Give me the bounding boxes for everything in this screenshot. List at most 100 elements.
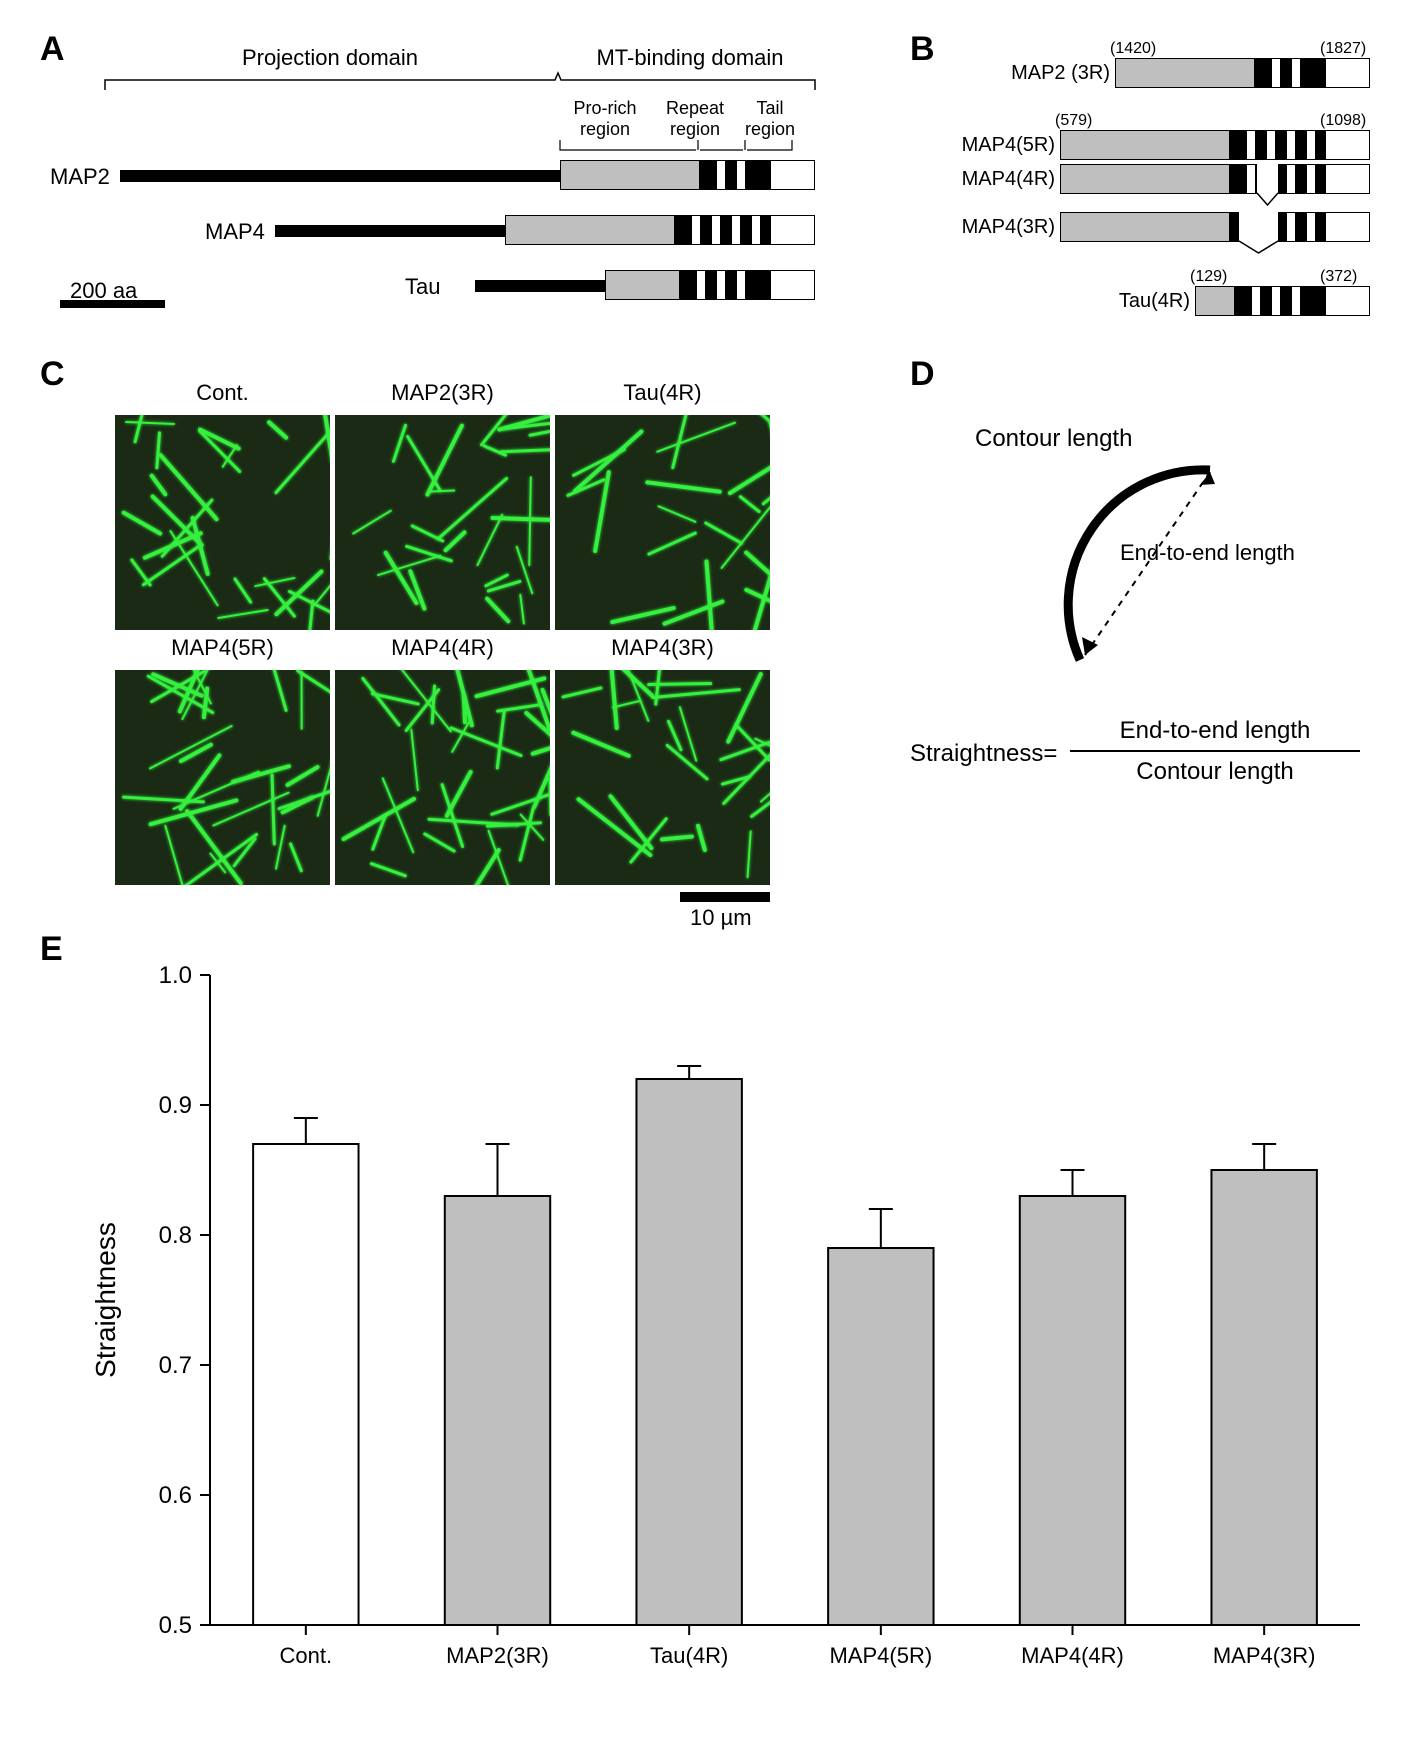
tail-region bbox=[1325, 212, 1370, 242]
figure: A B C D E Projection domain MT-binding d… bbox=[20, 20, 1396, 1719]
start-coord: (129) bbox=[1190, 268, 1227, 286]
region-bracket bbox=[558, 138, 818, 158]
fiber bbox=[738, 495, 761, 514]
repeat-label: Repeat region bbox=[655, 98, 735, 140]
svg-text:MAP2(3R): MAP2(3R) bbox=[446, 1643, 549, 1668]
fiber bbox=[273, 569, 323, 617]
fiber bbox=[410, 524, 445, 543]
fiber bbox=[130, 558, 152, 587]
formula-lhs: Straightness= bbox=[910, 740, 1057, 768]
svg-text:0.8: 0.8 bbox=[159, 1222, 192, 1249]
fragment-map45r: (579)(1098)MAP4(5R) bbox=[950, 112, 1370, 167]
fiber bbox=[155, 432, 161, 470]
fiber bbox=[352, 509, 393, 535]
fiber bbox=[275, 825, 287, 871]
fiber bbox=[121, 510, 162, 536]
repeat-region bbox=[1230, 164, 1325, 194]
micro-title: Cont. bbox=[115, 380, 330, 410]
panel-label-a: A bbox=[40, 30, 65, 69]
fiber bbox=[217, 608, 268, 618]
fiber bbox=[571, 730, 632, 759]
fiber bbox=[645, 480, 722, 494]
fiber bbox=[436, 477, 509, 542]
protein-name: MAP2 bbox=[50, 164, 110, 190]
repeat-region bbox=[1255, 58, 1325, 88]
fiber bbox=[423, 832, 456, 853]
fragment-name: MAP2 (3R) bbox=[1005, 62, 1110, 85]
fiber bbox=[727, 448, 770, 495]
protein-name: Tau bbox=[405, 274, 440, 300]
domain-bracket bbox=[100, 70, 820, 95]
end-coord: (1098) bbox=[1320, 112, 1366, 130]
fragment-name: MAP4(4R) bbox=[950, 168, 1055, 191]
fiber bbox=[646, 531, 697, 556]
pro-rich-region bbox=[605, 270, 680, 300]
micrograph bbox=[335, 670, 550, 885]
pro-rich-region bbox=[505, 215, 675, 245]
fiber bbox=[531, 758, 550, 809]
fiber bbox=[496, 702, 543, 712]
tail-region bbox=[770, 270, 815, 300]
repeat-region bbox=[675, 215, 770, 245]
end-length-label: End-to-end length bbox=[1120, 540, 1295, 566]
protein-row-tau: Tau bbox=[40, 270, 815, 302]
fiber bbox=[449, 725, 523, 757]
panel-label-e: E bbox=[40, 930, 63, 969]
fiber bbox=[361, 676, 401, 726]
svg-text:MAP4(4R): MAP4(4R) bbox=[1021, 1643, 1124, 1668]
repeat-region bbox=[1230, 130, 1325, 160]
c-scale-text: 10 µm bbox=[690, 905, 752, 931]
micro-title: MAP4(5R) bbox=[115, 635, 330, 665]
protein-row-map4: MAP4 bbox=[40, 215, 815, 247]
tail-region bbox=[770, 215, 815, 245]
panel-c: Cont.MAP2(3R)Tau(4R)MAP4(5R)MAP4(4R)MAP4… bbox=[115, 380, 770, 885]
repeat-region bbox=[700, 160, 770, 190]
fiber bbox=[370, 862, 408, 878]
fiber bbox=[476, 514, 503, 567]
svg-text:0.5: 0.5 bbox=[159, 1612, 192, 1639]
fragment-name: MAP4(3R) bbox=[950, 216, 1055, 239]
svg-text:0.6: 0.6 bbox=[159, 1482, 192, 1509]
panel-label-c: C bbox=[40, 355, 65, 394]
panel-label-b: B bbox=[910, 30, 935, 69]
svg-text:MAP4(5R): MAP4(5R) bbox=[829, 1643, 932, 1668]
projection-bar bbox=[475, 280, 605, 292]
micrograph bbox=[115, 670, 330, 885]
tail-label: Tail region bbox=[740, 98, 800, 140]
fiber bbox=[768, 420, 770, 507]
fiber bbox=[184, 808, 243, 885]
micro-title: MAP4(4R) bbox=[335, 635, 550, 665]
repeat-region bbox=[1230, 212, 1325, 242]
micro-title: MAP4(3R) bbox=[555, 635, 770, 665]
fragment-map43r: MAP4(3R) bbox=[950, 208, 1370, 263]
protein-name: MAP4 bbox=[205, 219, 265, 245]
micrograph bbox=[555, 415, 770, 630]
fiber bbox=[288, 842, 302, 873]
fiber bbox=[609, 670, 619, 730]
fiber bbox=[148, 724, 232, 769]
fiber bbox=[520, 594, 526, 625]
fiber bbox=[495, 710, 506, 770]
fiber bbox=[133, 415, 143, 444]
fiber bbox=[266, 419, 289, 440]
fiber bbox=[679, 705, 698, 761]
pro-rich-region bbox=[1060, 164, 1230, 194]
fiber bbox=[500, 447, 550, 452]
micrograph bbox=[555, 670, 770, 885]
projection-bar bbox=[120, 170, 560, 182]
fiber bbox=[738, 415, 770, 451]
pro-rich-region bbox=[1060, 212, 1230, 242]
fiber bbox=[657, 505, 696, 523]
tail-region bbox=[770, 160, 815, 190]
fiber bbox=[270, 773, 275, 845]
fragment-map44r: MAP4(4R) bbox=[950, 160, 1370, 215]
fiber bbox=[425, 423, 465, 497]
fiber bbox=[660, 835, 694, 842]
fiber bbox=[651, 688, 741, 699]
mt-domain-label: MT-binding domain bbox=[560, 45, 820, 71]
fiber bbox=[655, 670, 665, 706]
repeat-region bbox=[1235, 286, 1325, 316]
protein-row-map2: MAP2 bbox=[40, 160, 815, 192]
fiber bbox=[598, 670, 654, 698]
svg-text:Cont.: Cont. bbox=[280, 1643, 333, 1668]
